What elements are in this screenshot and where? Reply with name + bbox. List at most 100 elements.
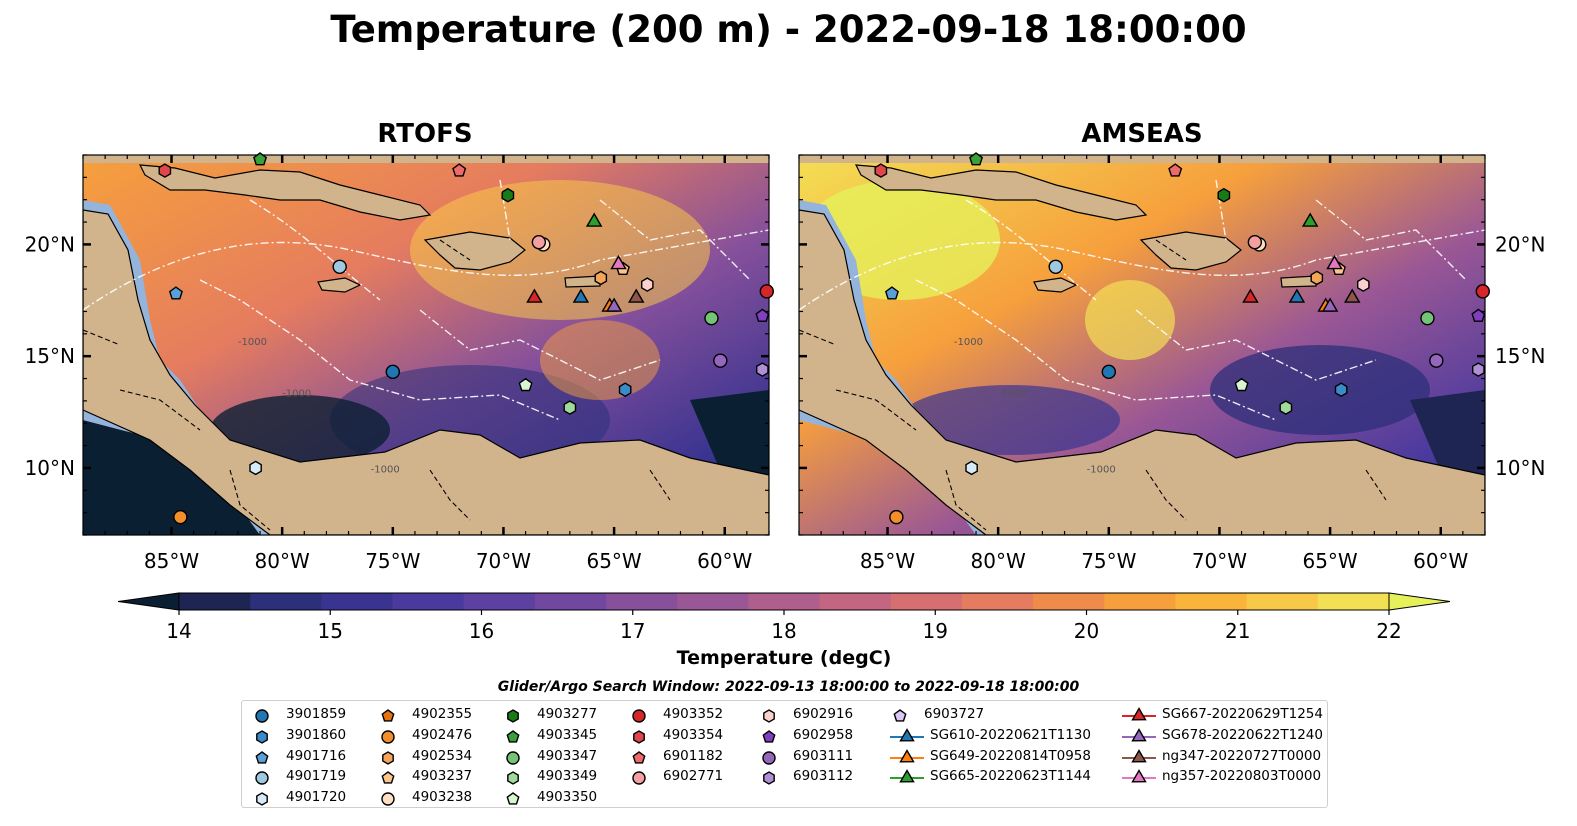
legend-symbol: [899, 727, 915, 742]
legend-label: 4901720: [286, 789, 347, 806]
panel-title-amseas: AMSEAS: [1081, 119, 1203, 149]
float-marker: [1420, 310, 1435, 326]
legend-marker: [762, 750, 776, 765]
legend-symbol: [632, 750, 646, 764]
legend-symbol: [381, 771, 395, 784]
float-marker: [627, 288, 645, 303]
float-marker: [704, 310, 719, 326]
colorbar-cell: [534, 593, 607, 610]
colorbar-cell: [961, 593, 1034, 610]
legend-symbol: [506, 750, 520, 765]
lon-tick-label: 75°W: [1081, 549, 1136, 573]
legend-marker: [506, 792, 520, 805]
warm-anomaly: [540, 320, 660, 400]
legend-marker: [633, 729, 645, 744]
cold-anomaly: [1210, 345, 1430, 435]
float-marker: [610, 255, 627, 270]
legend: 3901859 3901860 4901716 4901719 4901720 49023…: [241, 700, 1328, 808]
legend-symbol: [255, 771, 269, 786]
eez-boundaries: [799, 179, 1485, 421]
legend-symbol: [381, 709, 395, 722]
north-land-strip: [83, 155, 769, 163]
country-borders: [83, 239, 671, 531]
legend-marker: [632, 750, 646, 764]
legend-label: 6903112: [793, 768, 854, 785]
legend-marker: [890, 769, 924, 783]
legend-label: 4903345: [537, 726, 598, 743]
hispaniola-land: [423, 231, 526, 271]
colorbar-tick-label: 14: [166, 619, 191, 643]
legend-symbol: [899, 748, 915, 763]
float-marker: [1356, 277, 1370, 292]
float-marker: [518, 377, 533, 392]
legend-symbol: [1131, 707, 1147, 721]
central-south-america-land: [83, 209, 769, 535]
legend-symbol: [893, 709, 907, 722]
float-marker: [1471, 308, 1486, 322]
float-marker: [1234, 377, 1249, 392]
legend-label: 6901182: [663, 747, 724, 764]
float-marker: [755, 308, 770, 322]
legend-label: 4902476: [412, 726, 473, 743]
float-marker: [1217, 187, 1231, 203]
lon-tick-label: 80°W: [255, 549, 310, 573]
eez-boundaries: [83, 179, 769, 421]
legend-symbol: [507, 709, 519, 723]
colorbar-tick-label: 21: [1225, 619, 1250, 643]
colorbar-tick-label: 17: [620, 619, 645, 643]
country-borders: [799, 239, 1387, 531]
map-panel-amseas: [799, 155, 1485, 535]
puerto-rico-land: [1280, 275, 1317, 288]
float-marker: [884, 286, 899, 300]
lon-tick-label: 85°W: [144, 549, 199, 573]
colorbar-cell: [1246, 593, 1319, 610]
lon-tick-label: 65°W: [1302, 549, 1357, 573]
legend-marker: [255, 709, 269, 723]
legend-symbol: [382, 750, 394, 765]
float-marker: [585, 212, 603, 227]
cold-anomaly: [900, 385, 1120, 455]
legend-symbol: [762, 750, 776, 765]
contour-label: -1000: [371, 464, 400, 475]
colorbar-extend-max: [1388, 592, 1451, 611]
legend-label: 6902958: [793, 726, 854, 743]
legend-marker: [381, 730, 395, 744]
lon-tick-label: 65°W: [586, 549, 641, 573]
float-marker: [756, 362, 769, 377]
hispaniola-land: [1139, 231, 1242, 271]
legend-marker: [381, 771, 395, 784]
float-marker: [253, 152, 268, 166]
cuba-land: [854, 164, 1148, 221]
float-marker: [965, 460, 978, 476]
warm-anomaly: [1085, 280, 1175, 360]
legend-label: 4902534: [412, 747, 473, 764]
lon-tick-label: 70°W: [1192, 549, 1247, 573]
legend-marker: [890, 727, 924, 742]
float-marker: [452, 163, 467, 177]
legend-symbol: [507, 771, 519, 786]
contour-label: -1000: [282, 388, 311, 399]
colorbar-cell: [606, 593, 678, 610]
float-marker: [1247, 234, 1263, 250]
legend-symbol: [632, 709, 646, 723]
legend-marker: [1122, 769, 1156, 783]
colorbar-tick-label: 20: [1074, 619, 1099, 643]
legend-label: SG649-20220814T0958: [930, 747, 1091, 764]
legend-symbol: [1131, 769, 1147, 783]
float-marker: [1429, 353, 1444, 368]
float-marker: [1343, 288, 1361, 303]
legend-label: 6903727: [924, 706, 985, 722]
float-marker: [531, 234, 547, 250]
legend-label: 4903237: [412, 768, 473, 785]
legend-label: ng347-20220727T0000: [1162, 747, 1322, 764]
float-marker: [501, 187, 515, 203]
atlantic-deep-water: [1410, 390, 1485, 480]
contour-label: -1000: [954, 337, 983, 348]
colorbar-cell: [250, 593, 322, 610]
colorbar-extend-min: [117, 592, 180, 611]
float-marker: [1301, 212, 1319, 227]
legend-marker: [256, 729, 268, 744]
float-marker: [158, 163, 172, 178]
float-marker: [173, 509, 188, 525]
legend-label: 4901716: [286, 747, 347, 764]
